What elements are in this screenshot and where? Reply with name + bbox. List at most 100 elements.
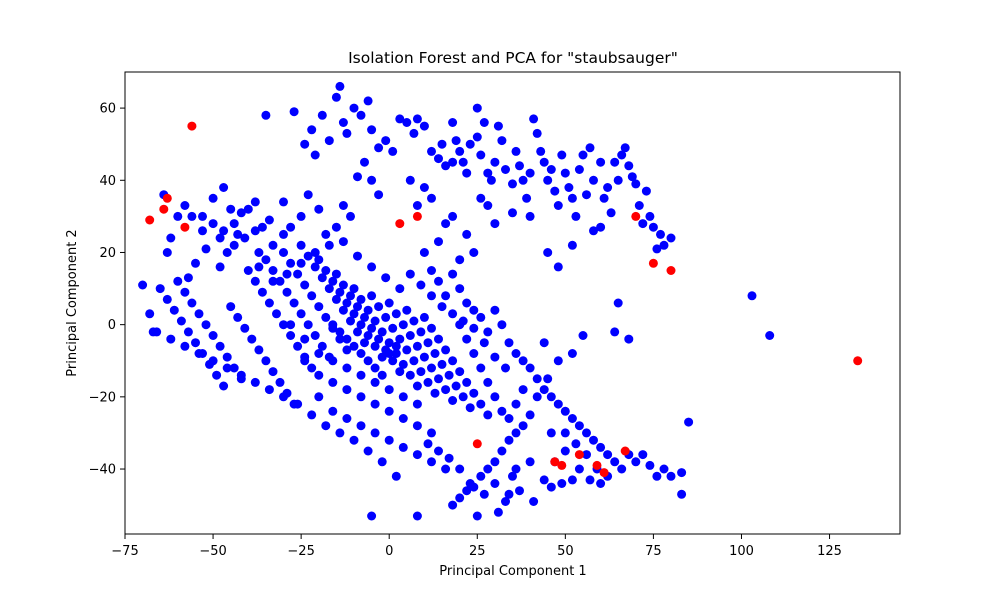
data-point <box>377 327 387 337</box>
data-point <box>279 197 288 207</box>
data-point <box>279 248 288 257</box>
data-point <box>486 175 496 185</box>
data-point <box>469 388 479 398</box>
data-point <box>282 388 292 398</box>
data-point <box>173 211 183 221</box>
data-point <box>455 284 465 294</box>
data-point <box>183 273 193 283</box>
data-point <box>247 334 257 344</box>
data-point <box>321 312 331 322</box>
data-point <box>638 219 648 229</box>
chart-title: Isolation Forest and PCA for "staubsauge… <box>348 49 678 67</box>
data-point <box>353 302 362 312</box>
data-point <box>198 226 207 236</box>
data-point <box>448 118 458 127</box>
data-point <box>328 356 338 366</box>
data-point <box>571 439 581 449</box>
data-point <box>303 190 313 200</box>
data-point <box>416 327 426 337</box>
data-point <box>427 323 436 333</box>
data-point <box>145 309 155 319</box>
data-point <box>205 359 214 369</box>
data-point <box>212 370 222 380</box>
x-tick-label: 75 <box>645 544 662 559</box>
data-point <box>296 258 306 268</box>
data-point <box>395 334 405 344</box>
data-point <box>539 338 549 348</box>
data-point <box>645 211 655 221</box>
x-tick-label: 50 <box>557 544 574 559</box>
data-point <box>335 428 345 438</box>
data-point <box>511 146 521 156</box>
data-point <box>240 233 250 243</box>
data-point <box>342 414 352 423</box>
data-point <box>448 396 458 405</box>
data-point <box>152 327 162 337</box>
data-point <box>367 511 377 521</box>
data-point <box>338 305 348 315</box>
data-point <box>296 211 306 221</box>
data-point <box>335 287 345 297</box>
data-point <box>162 294 172 304</box>
data-point <box>310 248 320 257</box>
data-point <box>497 136 507 146</box>
data-point <box>493 507 503 517</box>
x-tick-label: −25 <box>287 544 314 559</box>
data-point <box>469 323 479 333</box>
data-point <box>268 240 278 250</box>
data-point <box>419 248 429 257</box>
data-point <box>328 377 338 387</box>
data-point <box>370 316 380 326</box>
data-point <box>328 406 338 416</box>
data-point <box>395 114 405 124</box>
data-point <box>448 356 458 366</box>
data-point <box>458 316 468 326</box>
data-point <box>261 255 271 265</box>
data-point <box>560 168 570 178</box>
data-point <box>353 172 362 182</box>
data-point <box>652 471 662 481</box>
data-point <box>529 497 539 506</box>
data-point <box>560 446 570 456</box>
data-point <box>254 248 264 257</box>
data-point <box>508 179 517 189</box>
data-point <box>543 175 553 185</box>
data-point <box>631 179 641 189</box>
data-point <box>254 345 264 355</box>
data-point <box>296 309 306 319</box>
data-point <box>441 385 451 395</box>
data-point <box>479 489 489 499</box>
data-point <box>374 190 384 200</box>
data-point <box>483 464 493 474</box>
data-point <box>324 284 334 294</box>
data-point <box>264 298 274 308</box>
data-point <box>627 172 637 182</box>
data-point <box>567 240 577 250</box>
data-point <box>310 262 320 272</box>
data-point <box>603 450 613 460</box>
data-point <box>574 165 584 174</box>
data-point <box>342 334 352 344</box>
data-point <box>606 208 616 218</box>
x-axis-ticks: −75 −50 −25 0 25 50 75 100 125 <box>111 534 842 559</box>
x-tick-label: 25 <box>469 544 486 559</box>
data-point <box>226 204 236 214</box>
data-point <box>279 229 288 239</box>
data-point <box>419 121 429 131</box>
data-point <box>465 403 475 413</box>
data-point <box>409 356 419 366</box>
data-point <box>518 421 528 431</box>
data-point <box>493 121 503 131</box>
data-point <box>198 211 207 221</box>
data-point <box>391 309 401 319</box>
data-point <box>441 219 451 229</box>
data-point <box>300 280 310 290</box>
data-point <box>437 302 447 312</box>
data-point <box>321 266 331 275</box>
y-tick-label: −20 <box>89 390 116 405</box>
data-point <box>423 377 433 387</box>
data-point <box>229 219 239 229</box>
data-point <box>268 367 278 377</box>
data-point <box>321 421 331 431</box>
data-point <box>599 468 609 478</box>
